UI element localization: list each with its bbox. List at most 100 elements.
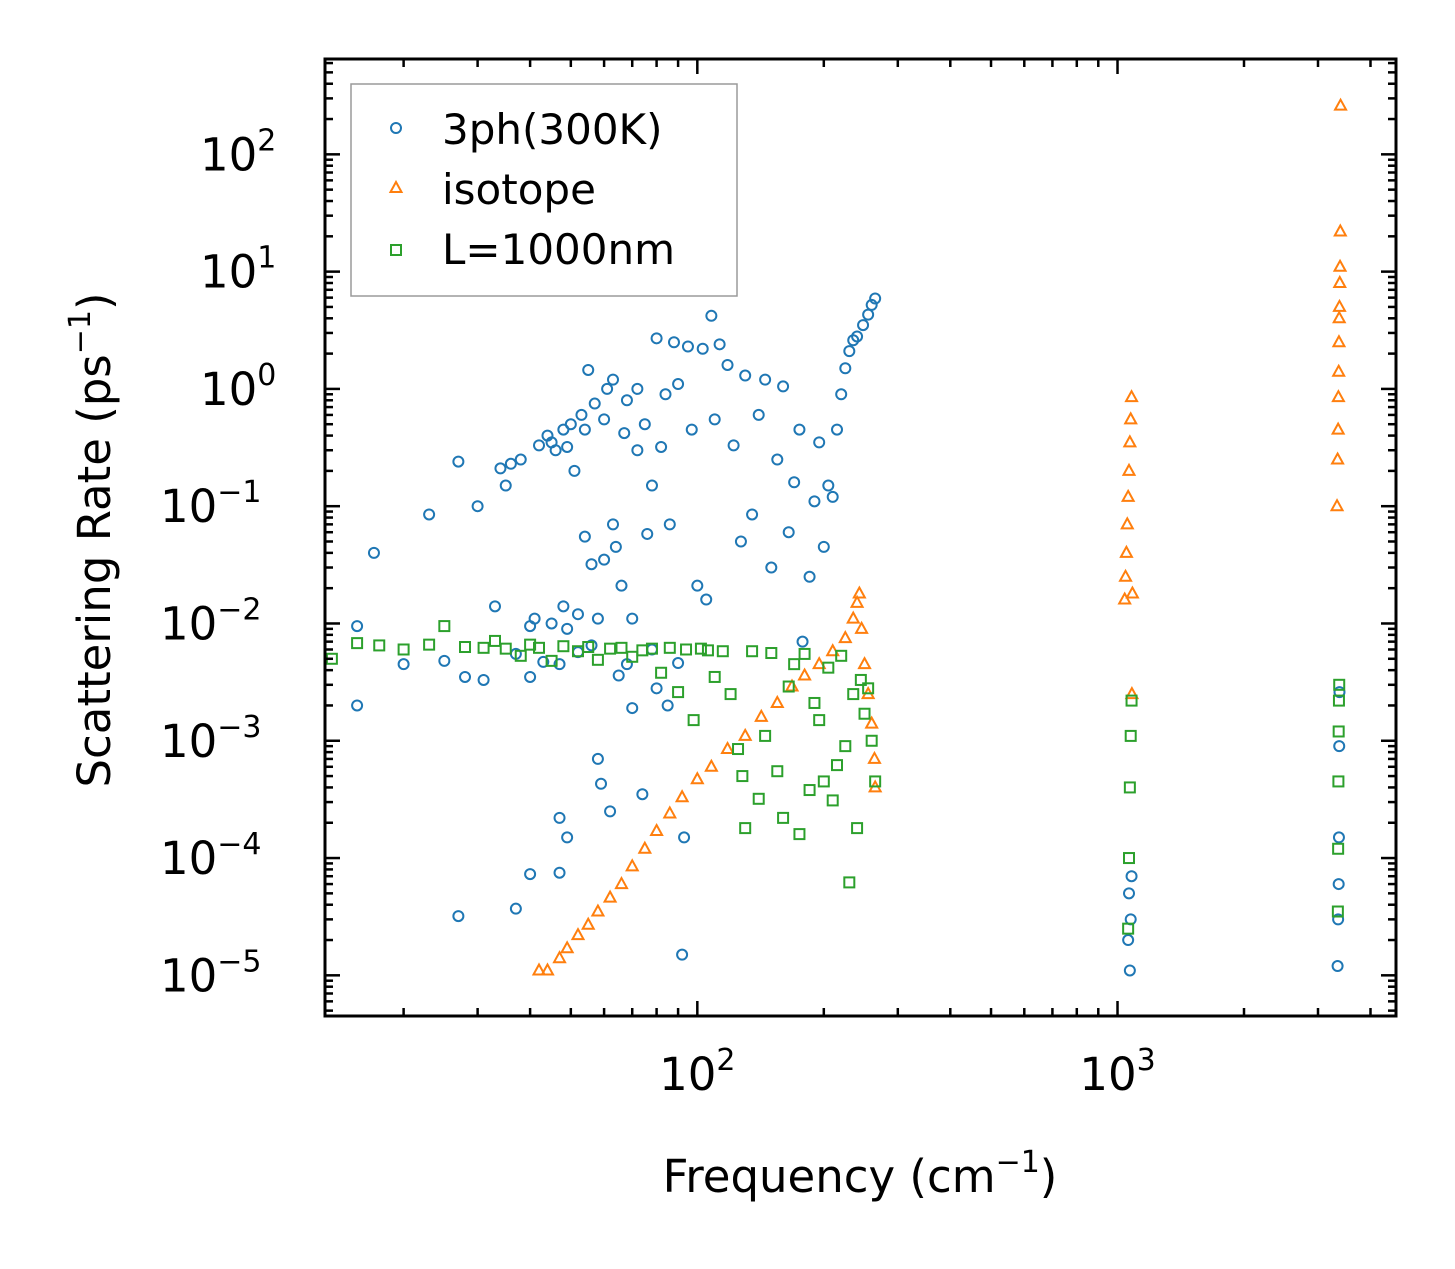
data-point <box>1123 964 1136 977</box>
data-point <box>545 654 558 667</box>
data-point <box>777 811 790 824</box>
data-point <box>1331 905 1344 918</box>
x-axis-label-text: Frequency (cm <box>663 1150 996 1203</box>
data-point <box>851 822 864 835</box>
data-point <box>759 729 772 742</box>
data-point <box>620 394 633 407</box>
data-point <box>423 508 436 521</box>
y-tick-label-exp: −4 <box>217 827 261 862</box>
data-point <box>1330 421 1346 435</box>
data-point <box>459 641 472 654</box>
data-point <box>559 940 575 954</box>
data-point <box>615 641 628 654</box>
y-tick-label: 10−2 <box>160 592 262 650</box>
data-point <box>788 658 801 671</box>
data-point <box>782 680 795 693</box>
data-point <box>811 656 827 670</box>
data-point <box>1332 274 1347 288</box>
data-point <box>1119 544 1134 558</box>
series-2 <box>325 620 1346 935</box>
data-point <box>771 765 784 778</box>
data-point <box>865 734 878 747</box>
data-point <box>1125 585 1140 599</box>
data-point <box>607 518 620 531</box>
data-point <box>602 889 618 903</box>
data-point <box>694 642 707 655</box>
data-point <box>1333 686 1346 699</box>
data-point <box>813 714 826 727</box>
data-point <box>557 600 570 613</box>
data-point <box>571 608 584 621</box>
data-point <box>691 579 704 592</box>
data-point <box>655 440 668 453</box>
data-point <box>351 620 364 633</box>
data-point <box>867 750 882 764</box>
y-tick-label: 10−4 <box>160 827 262 885</box>
data-point <box>700 593 713 606</box>
x-tick-label-base: 10 <box>1079 1048 1136 1101</box>
data-point <box>831 423 844 436</box>
data-point <box>822 661 835 674</box>
data-point <box>843 876 856 889</box>
data-point <box>553 811 566 824</box>
x-tick-label: 102 <box>659 1043 735 1101</box>
data-point <box>351 637 364 650</box>
data-point <box>590 903 606 917</box>
y-axis-label-close: ) <box>68 292 121 310</box>
y-tick-label: 10−3 <box>160 710 262 768</box>
data-point <box>591 612 604 625</box>
data-point <box>797 667 812 681</box>
data-point <box>1122 434 1138 448</box>
data-point <box>674 789 690 803</box>
data-point <box>746 508 759 521</box>
data-point <box>626 650 639 663</box>
y-tick-label-base: 10 <box>200 128 257 181</box>
data-point <box>1333 223 1348 237</box>
data-point <box>770 694 785 708</box>
data-point <box>636 644 649 657</box>
data-point <box>578 530 591 543</box>
data-point <box>803 784 816 797</box>
data-point <box>528 612 541 625</box>
data-point <box>601 382 614 395</box>
x-axis-label-sup: −1 <box>996 1145 1040 1180</box>
data-point <box>540 962 555 976</box>
data-point <box>752 408 765 421</box>
data-point <box>1333 678 1346 691</box>
data-point <box>612 669 625 682</box>
data-point <box>504 457 517 470</box>
data-point <box>732 743 745 756</box>
data-point <box>650 682 663 695</box>
data-point <box>618 427 631 440</box>
data-point <box>826 794 839 807</box>
data-layer <box>325 97 1348 977</box>
data-point <box>631 382 644 395</box>
data-point <box>687 714 700 727</box>
data-point <box>680 643 693 656</box>
y-tick-label-exp: −2 <box>217 592 261 627</box>
data-point <box>582 641 595 654</box>
data-point <box>604 805 617 818</box>
data-point <box>754 708 769 722</box>
data-point <box>591 752 604 765</box>
data-point <box>575 408 588 421</box>
data-point <box>423 638 436 651</box>
data-point <box>598 413 611 426</box>
data-point <box>588 397 601 410</box>
data-point <box>817 540 830 553</box>
plot-frame <box>323 57 1398 1018</box>
data-point <box>591 653 604 666</box>
legend-label-isotope: isotope <box>442 165 596 214</box>
data-point <box>637 840 653 854</box>
data-point <box>509 902 522 915</box>
data-point <box>1331 363 1346 377</box>
legend: 3ph(300K) isotope L=1000nm <box>350 83 738 297</box>
data-point <box>561 440 574 453</box>
data-point <box>488 634 501 647</box>
y-tick-label-exp: 1 <box>257 241 276 276</box>
data-point <box>638 418 651 431</box>
data-point <box>826 490 839 503</box>
data-point <box>531 962 547 976</box>
